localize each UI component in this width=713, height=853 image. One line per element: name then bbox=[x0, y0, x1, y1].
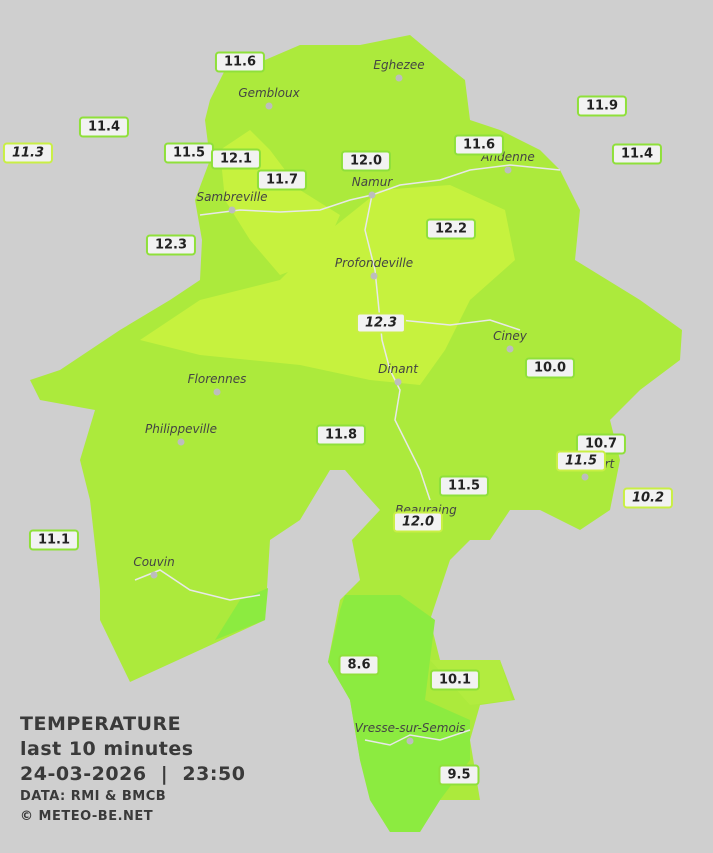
legend: TEMPERATURE last 10 minutes 24-03-2026 |… bbox=[20, 712, 245, 827]
city-label: Namur bbox=[351, 175, 393, 189]
city-label: Profondeville bbox=[334, 256, 414, 270]
city-dot bbox=[395, 74, 403, 82]
station-value: 12.3 bbox=[355, 312, 407, 334]
station-value: 11.6 bbox=[453, 134, 505, 156]
river bbox=[399, 319, 521, 331]
city-dot bbox=[406, 737, 414, 745]
city-label: Sambreville bbox=[196, 190, 268, 204]
station-value: 12.2 bbox=[425, 218, 477, 240]
city-dot bbox=[504, 166, 512, 174]
cool-zone bbox=[328, 595, 470, 832]
city-dot bbox=[150, 571, 158, 579]
station-value: 12.1 bbox=[210, 148, 262, 170]
station-value: 11.3 bbox=[2, 142, 54, 164]
station-value: 10.2 bbox=[622, 487, 674, 509]
city-dot bbox=[394, 378, 402, 386]
legend-datetime: 24-03-2026 | 23:50 bbox=[20, 763, 246, 785]
station-value: 8.6 bbox=[338, 654, 380, 676]
city-dot bbox=[368, 191, 376, 199]
city-dot bbox=[213, 388, 221, 396]
city-label: Florennes bbox=[187, 372, 247, 386]
legend-source: DATA: RMI & BMCB bbox=[20, 789, 167, 804]
city-label: Dinant bbox=[378, 362, 418, 376]
station-value: 11.5 bbox=[163, 142, 215, 164]
city-label: Philippeville bbox=[145, 422, 217, 436]
city-dot bbox=[228, 206, 236, 214]
legend-period: last 10 minutes bbox=[20, 738, 194, 760]
legend-copyright: © METEO-BE.NET bbox=[20, 809, 154, 824]
station-value: 12.0 bbox=[392, 511, 444, 533]
station-value: 11.9 bbox=[576, 95, 628, 117]
station-value: 11.8 bbox=[315, 424, 367, 446]
city-label: Ciney bbox=[493, 329, 527, 343]
city-label: Gembloux bbox=[238, 86, 300, 100]
station-value: 12.3 bbox=[145, 234, 197, 256]
city-dot bbox=[177, 438, 185, 446]
legend-title: TEMPERATURE bbox=[20, 713, 182, 735]
station-value: 11.7 bbox=[256, 169, 308, 191]
city-dot bbox=[581, 473, 589, 481]
station-value: 11.4 bbox=[78, 116, 130, 138]
city-label: Vresse-sur-Semois bbox=[354, 721, 466, 735]
station-value: 11.5 bbox=[555, 450, 607, 472]
warm-zone bbox=[140, 185, 515, 385]
station-value: 10.0 bbox=[524, 357, 576, 379]
city-label: Eghezee bbox=[373, 58, 425, 72]
station-value: 10.1 bbox=[429, 669, 481, 691]
station-value: 11.6 bbox=[214, 51, 266, 73]
city-dot bbox=[370, 272, 378, 280]
city-dot bbox=[265, 102, 273, 110]
station-value: 11.4 bbox=[611, 143, 663, 165]
city-dot bbox=[506, 345, 514, 353]
station-value: 12.0 bbox=[340, 150, 392, 172]
cool-zone bbox=[215, 588, 268, 640]
station-value: 11.1 bbox=[28, 529, 80, 551]
station-value: 11.5 bbox=[438, 475, 490, 497]
station-value: 9.5 bbox=[438, 764, 480, 786]
river bbox=[364, 194, 431, 501]
city-label: Couvin bbox=[133, 555, 175, 569]
river bbox=[364, 729, 471, 746]
